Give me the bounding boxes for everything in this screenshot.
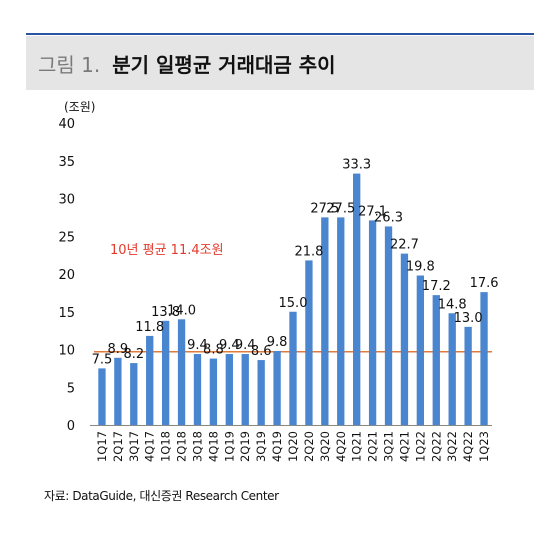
x-tick-label: 3Q17 — [127, 431, 141, 462]
x-tick-label: 2Q20 — [302, 431, 316, 462]
bar-value-label: 8.2 — [123, 347, 144, 362]
bar — [273, 351, 281, 425]
figure-number: 그림 1. — [38, 52, 101, 77]
x-tick-label: 3Q22 — [445, 431, 459, 462]
bar-value-label: 19.8 — [406, 260, 435, 275]
x-tick-label: 4Q20 — [334, 431, 348, 462]
bar-value-label: 14.0 — [167, 303, 196, 318]
source-note: 자료: DataGuide, 대신증권 Research Center — [44, 489, 279, 503]
data-labels: 7.58.98.211.813.814.09.48.89.49.48.69.81… — [92, 158, 499, 368]
x-tick-label: 2Q21 — [366, 431, 380, 462]
bar-value-label: 13.0 — [454, 311, 483, 326]
bar-value-label: 33.3 — [342, 158, 371, 173]
x-tick-label: 1Q22 — [413, 431, 427, 462]
x-tick-label: 2Q22 — [429, 431, 443, 462]
x-tick-label: 2Q17 — [111, 431, 125, 462]
figure-title: 분기 일평균 거래대금 추이 — [112, 52, 336, 77]
bar — [98, 368, 106, 425]
bar — [209, 358, 218, 425]
bar-value-label: 27.5 — [310, 201, 339, 216]
bar-value-label: 14.8 — [438, 297, 467, 312]
y-tick-label: 35 — [58, 155, 75, 170]
y-axis-unit-label: (조원) — [64, 100, 95, 114]
x-tick-label: 3Q19 — [254, 431, 268, 462]
y-axis: 0 5 10 15 20 25 30 35 40 — [58, 117, 75, 434]
bar — [305, 260, 313, 425]
y-tick-label: 10 — [58, 344, 75, 359]
bar-value-label: 17.6 — [470, 276, 499, 291]
bar — [368, 220, 377, 425]
bar-value-label: 27.5 — [326, 201, 355, 216]
bar — [400, 253, 409, 425]
bar-value-label: 8.9 — [108, 342, 129, 357]
x-tick-label: 1Q21 — [350, 431, 364, 462]
x-tick-label: 1Q17 — [95, 431, 109, 462]
bar — [177, 319, 186, 425]
bar — [353, 173, 361, 425]
bar — [130, 363, 138, 425]
x-tick-label: 1Q19 — [222, 431, 236, 462]
bar — [416, 275, 425, 425]
bar — [384, 226, 393, 425]
x-tick-label: 3Q18 — [190, 431, 204, 462]
y-tick-label: 0 — [67, 419, 75, 434]
x-tick-label: 2Q19 — [238, 431, 252, 462]
bar-value-label: 9.4 — [235, 338, 256, 353]
bar-value-label: 26.3 — [374, 210, 403, 225]
bar — [225, 354, 233, 425]
bar-value-label: 9.4 — [219, 338, 240, 353]
y-tick-label: 25 — [58, 230, 75, 245]
bars — [98, 173, 488, 425]
x-tick-label: 4Q21 — [397, 431, 411, 462]
bar-value-label: 9.4 — [187, 338, 208, 353]
x-tick-label: 4Q17 — [143, 431, 157, 462]
bar-value-label: 8.6 — [251, 344, 272, 359]
y-tick-label: 5 — [67, 381, 75, 396]
bar-value-label: 21.8 — [294, 244, 323, 259]
bar — [448, 313, 456, 425]
bar-value-label: 8.8 — [203, 343, 224, 358]
bar-value-label: 22.7 — [390, 238, 419, 253]
x-tick-label: 3Q21 — [382, 431, 396, 462]
bar — [432, 295, 440, 425]
bar — [321, 217, 329, 425]
bar-value-label: 7.5 — [92, 352, 113, 367]
y-tick-label: 30 — [58, 193, 75, 208]
x-tick-label: 1Q20 — [286, 431, 300, 462]
bar — [464, 326, 472, 425]
x-tick-label: 2Q18 — [175, 431, 189, 462]
x-tick-label: 4Q22 — [461, 431, 475, 462]
bar-value-label: 27.1 — [358, 204, 387, 219]
bar-value-label: 11.8 — [135, 320, 164, 335]
bar — [114, 357, 122, 425]
bar — [146, 335, 154, 425]
y-tick-label: 40 — [58, 117, 75, 132]
bar-value-label: 9.8 — [267, 335, 288, 350]
bar — [241, 354, 249, 425]
header-top-rule — [26, 33, 534, 35]
bar — [257, 360, 265, 425]
y-tick-label: 15 — [58, 306, 75, 321]
x-tick-label: 4Q18 — [206, 431, 220, 462]
x-tick-label: 3Q20 — [318, 431, 332, 462]
reference-line-label: 10년 평균 11.4조원 — [110, 243, 224, 258]
x-tick-label: 1Q23 — [477, 431, 491, 462]
bar — [289, 311, 297, 425]
x-tick-label: 4Q19 — [270, 431, 284, 462]
x-axis: 1Q17 2Q17 3Q17 4Q17 1Q18 2Q18 3Q18 4Q18 1Q19 2Q19… — [90, 425, 492, 462]
y-tick-label: 20 — [58, 268, 75, 283]
figure-header: 그림 1. 분기 일평균 거래대금 추이 — [26, 36, 534, 90]
bar-value-label: 15.0 — [279, 296, 308, 311]
bar-value-label: 17.2 — [422, 279, 451, 294]
bar — [161, 320, 170, 425]
bar — [337, 217, 345, 425]
bar-value-label: 13.8 — [151, 305, 180, 320]
bar — [480, 292, 488, 425]
x-tick-label: 1Q18 — [159, 431, 173, 462]
bar — [193, 354, 202, 425]
